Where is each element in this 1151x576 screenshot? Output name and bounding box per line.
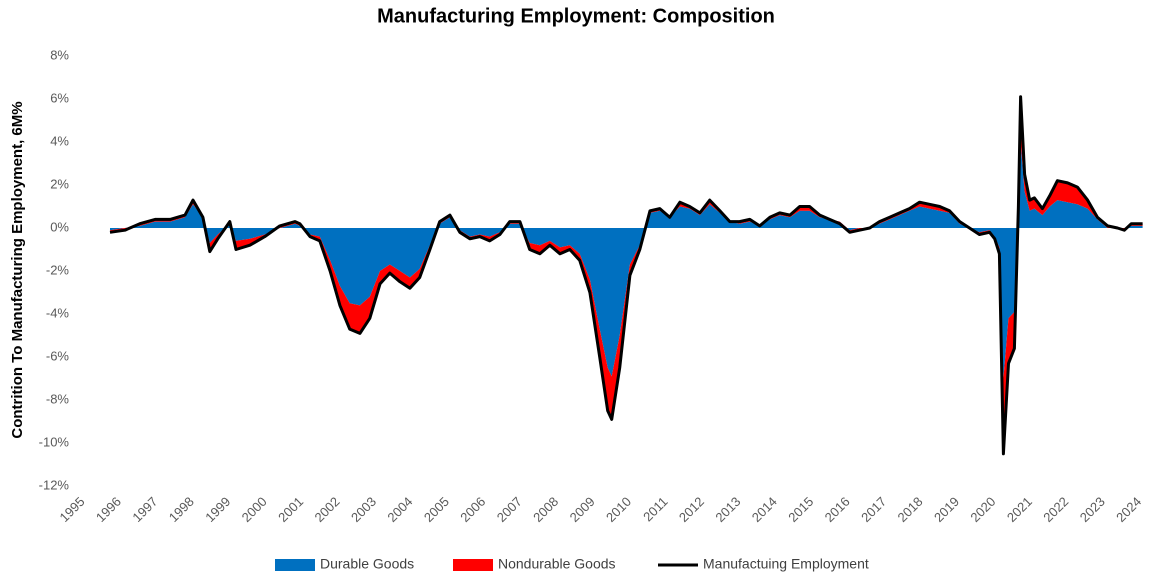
x-tick-label: 2020 [967,494,998,525]
y-tick-label: -4% [46,305,70,320]
legend-label: Durable Goods [320,556,414,572]
x-tick-label: 2009 [567,494,598,525]
x-tick-label: 2003 [348,494,379,525]
x-tick-label: 2018 [895,494,926,525]
x-tick-label: 2024 [1113,494,1144,525]
legend-swatch [275,559,315,571]
legend-label: Nondurable Goods [498,556,616,572]
y-tick-label: -12% [39,477,70,492]
x-tick-label: 2023 [1077,494,1108,525]
x-tick-label: 1997 [129,494,160,525]
x-tick-label: 1999 [202,494,233,525]
x-tick-label: 1995 [56,494,87,525]
x-tick-label: 1998 [166,494,197,525]
x-tick-label: 2000 [239,494,270,525]
x-tick-label: 2021 [1004,494,1035,525]
x-tick-label: 2013 [712,494,743,525]
x-tick-label: 2016 [822,494,853,525]
y-tick-label: 8% [50,47,69,62]
x-tick-label: 2014 [749,494,780,525]
area [110,142,1143,379]
x-tick-label: 2006 [457,494,488,525]
x-tick-label: 2004 [384,494,415,525]
x-tick-label: 2022 [1040,494,1071,525]
x-tick-label: 2001 [275,494,306,525]
legend-label: Manufactuing Employment [703,556,869,572]
x-tick-label: 2008 [530,494,561,525]
y-tick-label: 2% [50,176,69,191]
y-tick-label: 6% [50,90,69,105]
x-tick-label: 2010 [603,494,634,525]
y-tick-label: 0% [50,219,69,234]
x-tick-label: 2015 [785,494,816,525]
x-tick-label: 2005 [421,494,452,525]
x-tick-label: 2002 [312,494,343,525]
x-tick-label: 2019 [931,494,962,525]
y-tick-label: -10% [39,434,70,449]
chart-title: Manufacturing Employment: Composition [377,5,775,27]
x-tick-label: 2012 [676,494,707,525]
y-tick-label: -2% [46,262,70,277]
y-tick-label: 4% [50,133,69,148]
x-tick-label: 2011 [640,494,670,524]
legend-swatch [453,559,493,571]
y-axis-label: Contrition To Manufacturing Employment, … [9,101,26,438]
line [109,95,1143,456]
y-tick-label: -6% [46,348,70,363]
x-tick-label: 2017 [858,494,889,525]
y-tick-label: -8% [46,391,70,406]
x-tick-label: 1996 [93,494,124,525]
x-tick-label: 2007 [494,494,525,525]
